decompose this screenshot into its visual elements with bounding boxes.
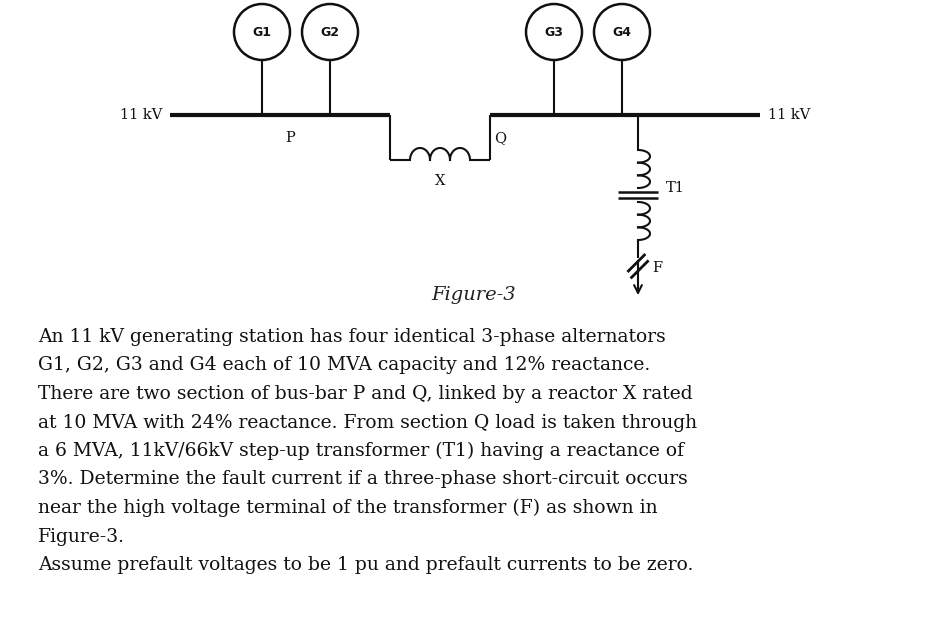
Text: G1: G1 xyxy=(252,26,271,38)
Text: near the high voltage terminal of the transformer (F) as shown in: near the high voltage terminal of the tr… xyxy=(38,499,658,517)
Text: F: F xyxy=(652,261,662,275)
Text: Assume prefault voltages to be 1 pu and prefault currents to be zero.: Assume prefault voltages to be 1 pu and … xyxy=(38,556,693,574)
Text: T1: T1 xyxy=(666,181,684,195)
Text: G3: G3 xyxy=(544,26,563,38)
Text: P: P xyxy=(285,131,295,145)
Text: 11 kV: 11 kV xyxy=(119,108,162,122)
Text: G4: G4 xyxy=(612,26,631,38)
Text: a 6 MVA, 11kV/66kV step-up transformer (T1) having a reactance of: a 6 MVA, 11kV/66kV step-up transformer (… xyxy=(38,442,684,460)
Text: There are two section of bus-bar P and Q, linked by a reactor X rated: There are two section of bus-bar P and Q… xyxy=(38,385,693,403)
Text: Figure-3: Figure-3 xyxy=(431,286,517,304)
Text: G2: G2 xyxy=(320,26,339,38)
Text: X: X xyxy=(435,174,446,188)
Text: G1, G2, G3 and G4 each of 10 MVA capacity and 12% reactance.: G1, G2, G3 and G4 each of 10 MVA capacit… xyxy=(38,357,650,374)
Text: at 10 MVA with 24% reactance. From section Q load is taken through: at 10 MVA with 24% reactance. From secti… xyxy=(38,413,697,431)
Text: 3%. Determine the fault current if a three-phase short-circuit occurs: 3%. Determine the fault current if a thr… xyxy=(38,470,687,489)
Text: An 11 kV generating station has four identical 3-phase alternators: An 11 kV generating station has four ide… xyxy=(38,328,665,346)
Text: 11 kV: 11 kV xyxy=(768,108,811,122)
Text: Q: Q xyxy=(494,131,506,145)
Text: Figure-3.: Figure-3. xyxy=(38,528,125,546)
